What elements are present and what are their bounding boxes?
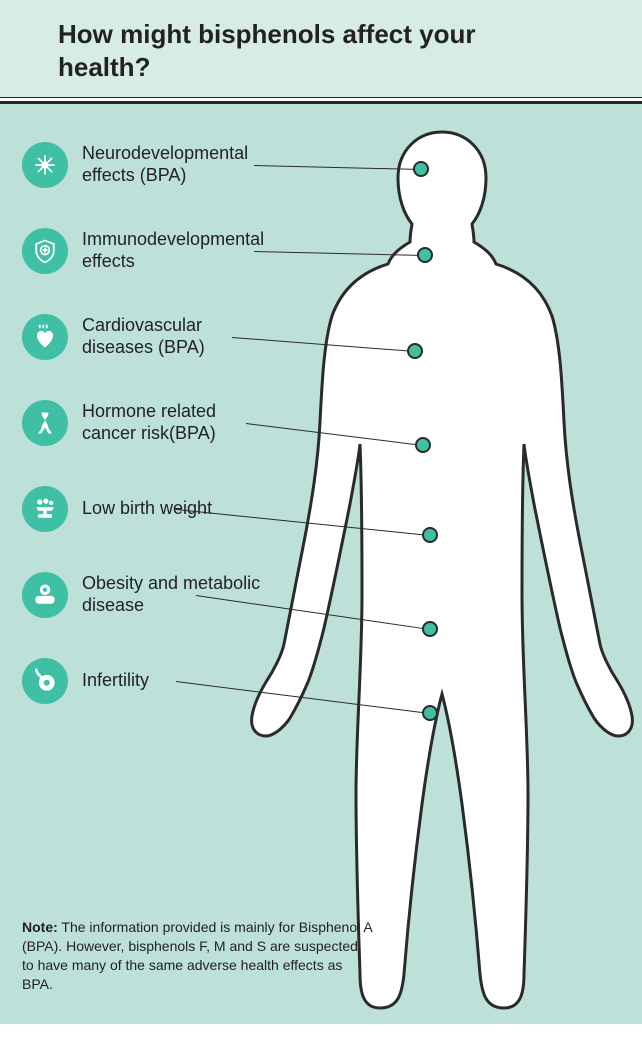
heart-icon: [22, 314, 68, 360]
effect-label: Infertility: [82, 670, 149, 692]
effect-label: Obesity and metabolic disease: [82, 573, 272, 616]
ribbon-icon: [22, 400, 68, 446]
effect-label: Neurodevelopmental effects (BPA): [82, 143, 272, 186]
body-marker: [422, 705, 438, 721]
effect-label: Hormone related cancer risk(BPA): [82, 401, 272, 444]
main-panel: Neurodevelopmental effects (BPA) Immunode…: [0, 104, 642, 1024]
body-outline: [242, 124, 642, 1024]
neuron-icon: [22, 142, 68, 188]
body-marker: [422, 621, 438, 637]
list-item: Infertility: [22, 658, 292, 704]
header: How might bisphenols affect your health?: [0, 0, 642, 97]
infographic: How might bisphenols affect your health?…: [0, 0, 642, 1024]
list-item: Low birth weight: [22, 486, 292, 532]
body-marker: [417, 247, 433, 263]
cell-icon: [22, 658, 68, 704]
body-marker: [422, 527, 438, 543]
effect-label: Low birth weight: [82, 498, 212, 520]
page-title: How might bisphenols affect your health?: [58, 18, 478, 83]
body-marker: [413, 161, 429, 177]
list-item: Cardiovascular diseases (BPA): [22, 314, 292, 360]
note-body: The information provided is mainly for B…: [22, 919, 372, 992]
note: Note: The information provided is mainly…: [22, 918, 372, 994]
effects-list: Neurodevelopmental effects (BPA) Immunode…: [22, 142, 292, 744]
effect-label: Immunodevelopmental effects: [82, 229, 272, 272]
body-marker: [407, 343, 423, 359]
weight-icon: [22, 486, 68, 532]
body-marker: [415, 437, 431, 453]
scale-icon: [22, 572, 68, 618]
shield-icon: [22, 228, 68, 274]
list-item: Obesity and metabolic disease: [22, 572, 292, 618]
note-title: Note:: [22, 919, 58, 935]
list-item: Neurodevelopmental effects (BPA): [22, 142, 292, 188]
divider-thin: [0, 97, 642, 98]
list-item: Immunodevelopmental effects: [22, 228, 292, 274]
